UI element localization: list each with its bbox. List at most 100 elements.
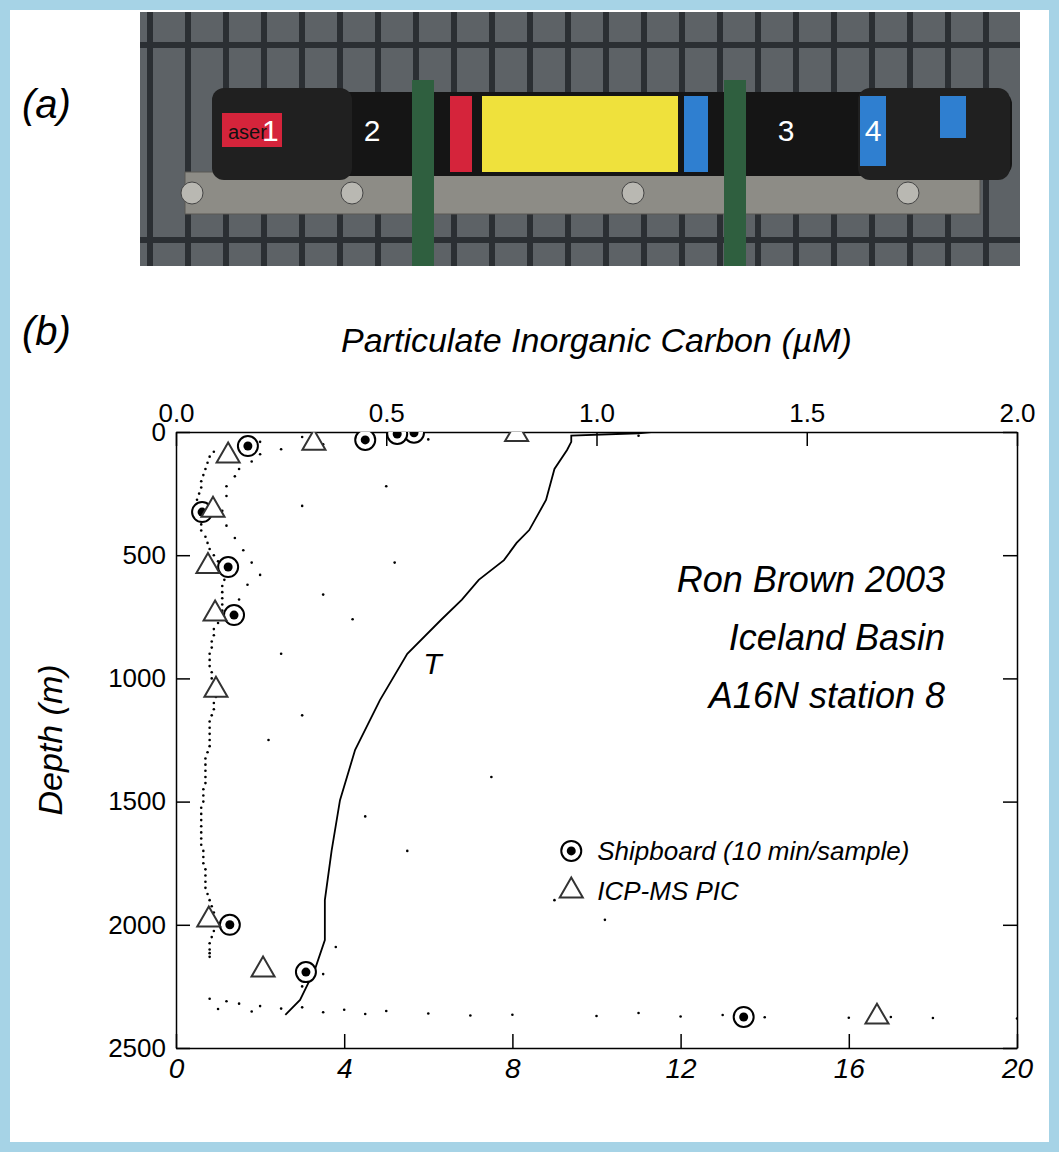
marker-dot [198, 492, 201, 495]
instrument-label: 4 [865, 114, 882, 147]
data-point [280, 448, 283, 451]
data-point [200, 831, 203, 834]
marker-dot [385, 1010, 388, 1013]
sample-point [197, 907, 220, 927]
marker-dot [202, 850, 205, 853]
instrument-cap [858, 88, 1010, 180]
data-point [208, 942, 211, 945]
data-point [280, 652, 283, 655]
photo-panel: (a)aser1234 [22, 12, 1020, 266]
instrument-label: 2 [364, 114, 381, 147]
data-point [213, 628, 216, 631]
data-point [202, 850, 205, 853]
legend-item: ICP-MS PIC [560, 876, 739, 906]
marker-dot [210, 714, 213, 717]
tick-mark [1003, 925, 1017, 927]
marker-dot [202, 474, 205, 477]
tick-mark [176, 801, 190, 803]
marker-dot [637, 434, 640, 437]
data-point [204, 874, 207, 877]
data-point [259, 574, 262, 577]
data-point [225, 485, 228, 488]
data-point [208, 948, 211, 951]
data-point [206, 751, 209, 754]
marker-dot [208, 745, 211, 748]
data-point [250, 561, 253, 564]
marker-dot [200, 843, 203, 846]
instrument-label: 3 [778, 114, 795, 147]
marker-dot [259, 574, 262, 577]
bolt [897, 182, 919, 204]
data-point [208, 720, 211, 723]
marks [192, 432, 1017, 1027]
data-point [364, 815, 367, 818]
data-point [213, 450, 216, 453]
data-point [208, 652, 211, 655]
data-point [343, 1009, 346, 1012]
tick [1003, 802, 1017, 803]
tick-label: 0 [169, 1053, 185, 1084]
marker-dot [213, 450, 216, 453]
marker-dot [280, 1007, 283, 1010]
data-point [206, 893, 209, 896]
marker-dot [208, 733, 211, 736]
sample-point [224, 605, 244, 625]
marker-dot [280, 652, 283, 655]
marker-dot [301, 985, 304, 988]
marker-dot [280, 448, 283, 451]
tick: 16 [834, 1034, 866, 1084]
marker-dot [322, 973, 325, 976]
marker-dot [213, 930, 216, 933]
legend-item: Shipboard (10 min/sample) [561, 836, 909, 866]
marker-dot [361, 435, 370, 444]
marker-dot [213, 554, 216, 557]
data-point [200, 819, 203, 822]
sample-point [734, 1007, 754, 1027]
marker-dot [1016, 1017, 1017, 1020]
tape-blue [684, 96, 708, 172]
data-point [490, 776, 493, 779]
data-point [196, 498, 199, 501]
marker-ring [734, 1007, 754, 1027]
data-point [301, 714, 304, 717]
marker-dot [242, 549, 245, 552]
marker-dot [200, 529, 203, 532]
data-point [217, 1008, 220, 1011]
data-point [200, 843, 203, 846]
legend-label: Shipboard (10 min/sample) [597, 836, 909, 866]
data-point [200, 806, 203, 809]
data-point [204, 776, 207, 779]
marker-dot [204, 782, 207, 785]
marker-triangle [217, 443, 240, 463]
line [285, 432, 651, 1015]
tick: 2500 [108, 1033, 190, 1063]
marker-dot [301, 1006, 304, 1009]
tick-mark [1003, 801, 1017, 803]
tick-label: 1.5 [789, 398, 825, 428]
data-point [427, 438, 430, 441]
data-point [267, 739, 270, 742]
sample-point [196, 553, 219, 573]
data-point [322, 593, 325, 596]
tick-mark [849, 1034, 851, 1048]
marker-dot [225, 495, 228, 498]
tick-label: 2500 [108, 1033, 166, 1063]
sample-point [204, 677, 227, 697]
data-point [198, 492, 201, 495]
marker-dot [208, 652, 211, 655]
marker-dot [208, 455, 211, 458]
data-point [301, 505, 304, 508]
strap [724, 80, 746, 266]
photo-background [140, 12, 1020, 266]
marker-ring [218, 557, 238, 577]
axis-line [176, 433, 178, 1049]
data-point [204, 770, 207, 773]
data-point [351, 618, 354, 621]
marker-dot [511, 1013, 514, 1016]
y-axis-title: Depth (m) [31, 664, 69, 815]
tick-mark [176, 432, 190, 434]
marker-ring [224, 605, 244, 625]
figure-frame [5, 5, 1054, 1147]
marker-dot [406, 850, 409, 853]
bolt [622, 182, 644, 204]
